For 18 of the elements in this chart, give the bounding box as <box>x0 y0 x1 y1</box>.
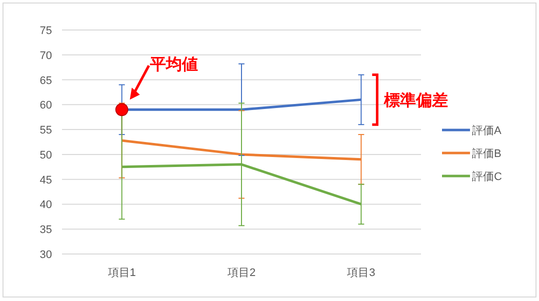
x-tick-label: 項目3 <box>347 267 376 279</box>
y-tick-label: 60 <box>40 100 52 112</box>
x-tick-label: 項目2 <box>227 267 256 279</box>
y-tick-label: 70 <box>40 50 52 62</box>
y-tick-label: 55 <box>40 124 52 137</box>
annotation: 標準偏差 <box>383 92 448 110</box>
legend-label: 評価C <box>472 170 502 183</box>
y-tick-label: 30 <box>40 249 52 261</box>
legend-label: 評価A <box>472 124 502 137</box>
y-tick-label: 35 <box>40 224 52 236</box>
legend-label: 評価B <box>472 147 502 160</box>
y-tick-label: 50 <box>40 149 52 162</box>
x-tick-label: 項目1 <box>108 267 136 279</box>
y-tick-label: 40 <box>40 199 52 212</box>
y-tick-label: 65 <box>40 74 52 87</box>
y-tick-label: 75 <box>40 25 52 37</box>
annotation: 平均値 <box>148 56 198 74</box>
y-tick-label: 45 <box>40 174 52 186</box>
